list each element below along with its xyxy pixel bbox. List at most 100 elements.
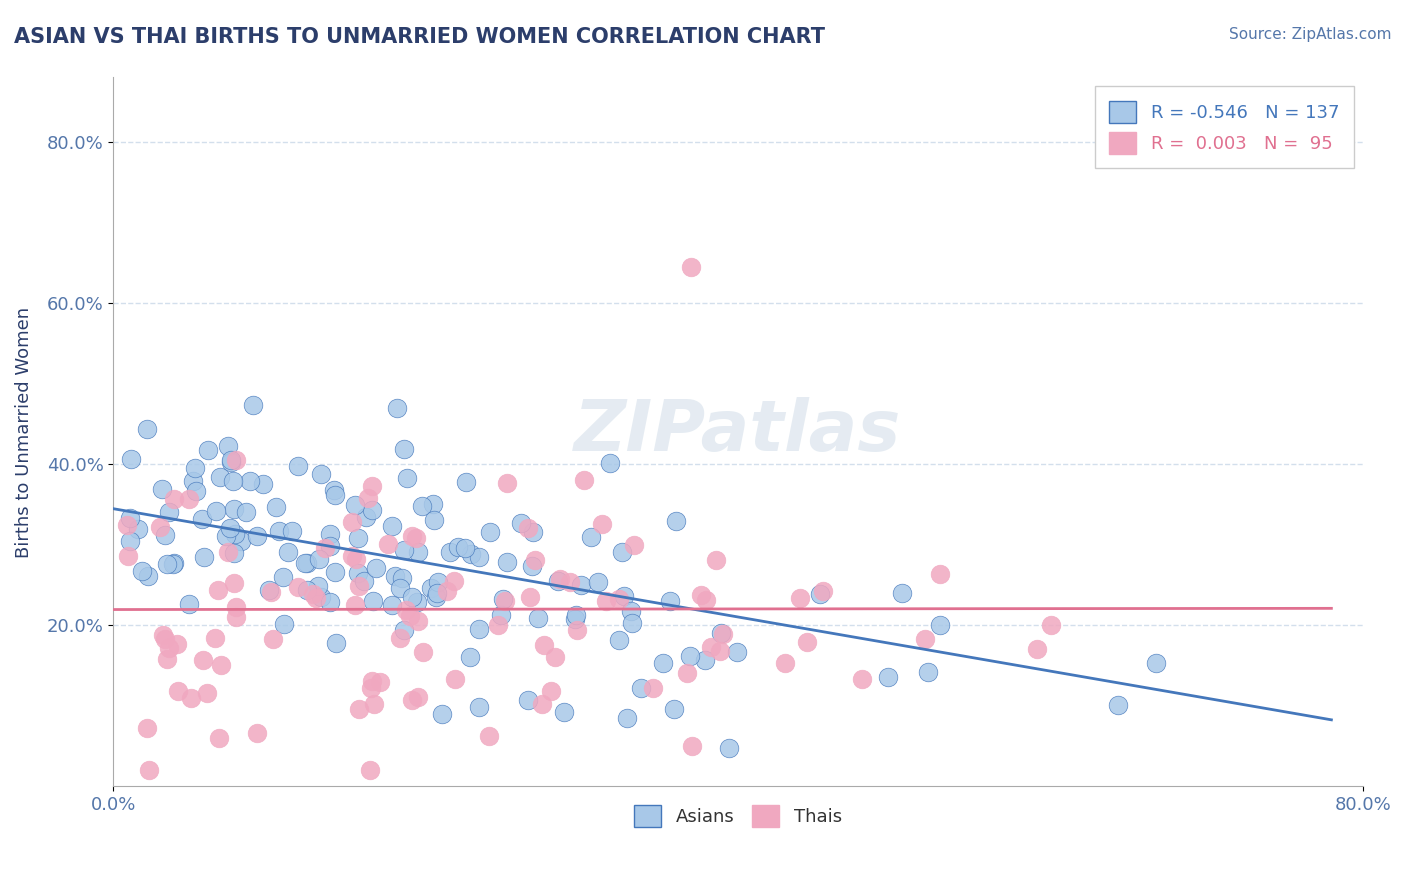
Point (224, 527, 246, 541)
Point (426, 585, 449, 599)
Point (127, 523, 149, 537)
Point (322, 483, 344, 497)
Point (308, 552, 330, 566)
Point (564, 612, 586, 626)
Point (359, 764, 381, 778)
Y-axis label: Births to Unmarried Women: Births to Unmarried Women (15, 306, 32, 558)
Point (479, 525, 502, 540)
Point (689, 588, 711, 602)
Text: ASIAN VS THAI BIRTHS TO UNMARRIED WOMEN CORRELATION CHART: ASIAN VS THAI BIRTHS TO UNMARRIED WOMEN … (14, 27, 825, 46)
Point (579, 530, 602, 544)
Point (789, 591, 811, 606)
Point (613, 589, 636, 603)
Point (166, 637, 188, 651)
Point (491, 608, 513, 623)
Point (222, 546, 245, 560)
Point (643, 681, 665, 695)
Point (347, 579, 370, 593)
Point (166, 683, 188, 698)
Point (427, 575, 450, 590)
Point (395, 603, 418, 617)
Point (530, 697, 553, 711)
Point (718, 741, 741, 756)
Point (675, 665, 697, 680)
Point (179, 492, 201, 507)
Point (197, 686, 219, 700)
Point (681, 260, 703, 274)
Point (342, 549, 364, 564)
Point (405, 595, 427, 609)
Point (246, 726, 269, 740)
Point (709, 644, 731, 658)
Point (323, 565, 346, 579)
Point (695, 653, 717, 667)
Point (153, 528, 176, 542)
Point (163, 492, 186, 507)
Point (679, 648, 702, 663)
Point (309, 467, 332, 482)
Point (458, 650, 481, 665)
Point (295, 582, 318, 597)
Point (616, 711, 638, 725)
Point (120, 452, 142, 467)
Point (361, 594, 384, 608)
Point (607, 633, 630, 648)
Point (621, 615, 644, 630)
Point (612, 545, 634, 559)
Point (117, 549, 139, 563)
Point (149, 520, 172, 534)
Point (710, 626, 733, 640)
Point (219, 452, 242, 467)
Point (152, 482, 174, 496)
Point (346, 566, 368, 581)
Point (225, 609, 247, 624)
Point (381, 598, 404, 612)
Point (436, 584, 458, 599)
Point (517, 693, 540, 707)
Point (929, 617, 952, 632)
Point (620, 604, 643, 618)
Point (344, 552, 367, 566)
Point (224, 501, 246, 516)
Point (914, 632, 936, 646)
Point (360, 681, 382, 695)
Point (569, 578, 592, 592)
Point (711, 627, 734, 641)
Point (191, 512, 214, 526)
Point (468, 549, 491, 564)
Point (439, 545, 461, 559)
Point (558, 574, 581, 589)
Point (157, 505, 180, 519)
Point (155, 632, 177, 646)
Point (468, 623, 491, 637)
Point (405, 532, 427, 546)
Point (346, 531, 368, 545)
Point (419, 582, 441, 596)
Point (217, 545, 239, 559)
Point (361, 673, 384, 688)
Point (343, 499, 366, 513)
Point (659, 594, 682, 608)
Point (526, 611, 548, 625)
Point (423, 512, 446, 526)
Point (543, 650, 565, 665)
Point (366, 561, 388, 575)
Point (412, 645, 434, 659)
Point (208, 731, 231, 745)
Point (496, 475, 519, 490)
Point (392, 542, 415, 557)
Point (522, 525, 544, 540)
Point (486, 617, 509, 632)
Point (197, 442, 219, 457)
Point (225, 599, 247, 614)
Point (340, 516, 363, 530)
Point (257, 582, 280, 597)
Point (460, 547, 482, 561)
Point (681, 739, 703, 753)
Text: Source: ZipAtlas.com: Source: ZipAtlas.com (1229, 27, 1392, 42)
Point (929, 566, 952, 581)
Point (389, 631, 412, 645)
Point (574, 473, 596, 487)
Point (217, 439, 239, 453)
Legend: Asians, Thais: Asians, Thais (627, 797, 849, 834)
